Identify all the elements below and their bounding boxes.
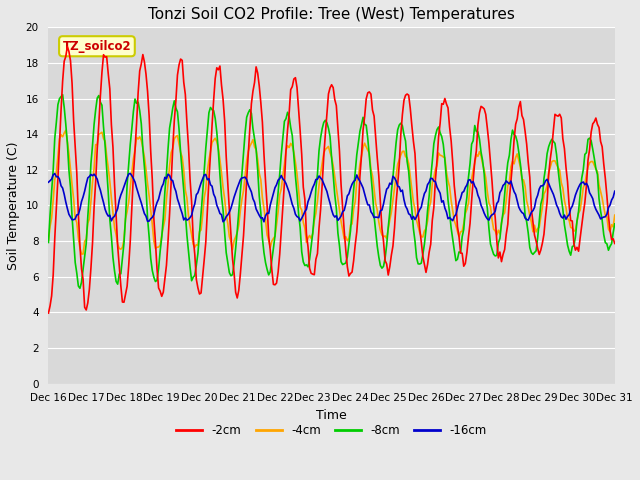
Y-axis label: Soil Temperature (C): Soil Temperature (C)	[7, 141, 20, 270]
Text: TZ_soilco2: TZ_soilco2	[63, 40, 131, 53]
Title: Tonzi Soil CO2 Profile: Tree (West) Temperatures: Tonzi Soil CO2 Profile: Tree (West) Temp…	[148, 7, 515, 22]
Legend: -2cm, -4cm, -8cm, -16cm: -2cm, -4cm, -8cm, -16cm	[172, 420, 492, 442]
X-axis label: Time: Time	[316, 409, 347, 422]
